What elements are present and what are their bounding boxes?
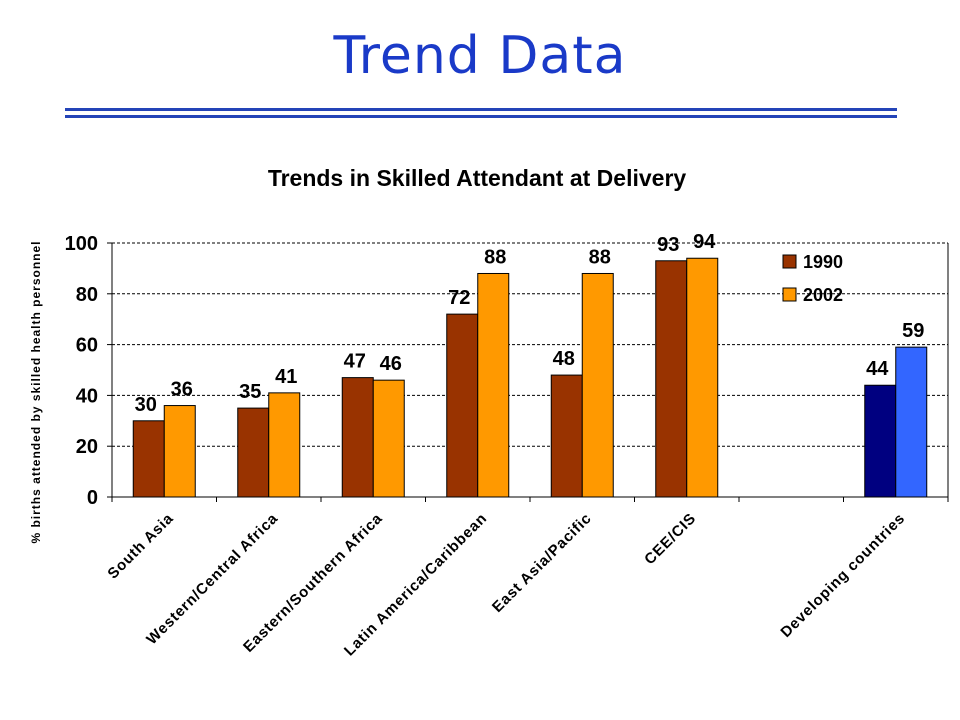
y-tick-label: 20	[76, 436, 98, 458]
data-label: 46	[380, 353, 402, 375]
bar-2002	[477, 272, 510, 498]
slide-title: Trend Data	[333, 26, 627, 86]
y-axis-label: % births attended by skilled health pers…	[29, 240, 43, 543]
bar-1990	[341, 377, 374, 498]
bar-1990	[655, 260, 688, 498]
bar-1990	[550, 374, 583, 498]
legend: 1990 2002	[782, 252, 843, 305]
x-tick-label: East Asia/Pacific	[489, 510, 595, 616]
y-tick-label: 100	[65, 233, 98, 255]
data-label: 94	[693, 231, 716, 253]
y-tick-label: 80	[76, 284, 98, 306]
data-label: 72	[448, 287, 470, 309]
data-label: 41	[275, 366, 297, 388]
y-tick-label: 40	[76, 385, 98, 407]
bar-2002	[686, 257, 719, 498]
legend-swatch-1990	[782, 254, 797, 269]
legend-label-1990: 1990	[803, 252, 843, 272]
y-tick-labels: 0 20 40 60 80 100	[65, 233, 98, 509]
bar-2002	[581, 272, 614, 498]
divider-line-bottom	[65, 115, 897, 118]
x-tick-label: CEE/CIS	[641, 510, 699, 568]
data-label: 59	[902, 320, 924, 342]
bars	[132, 257, 928, 498]
data-labels: 30 36 35 41 47 46 72 88 48 88 93 94 44 59	[135, 231, 925, 416]
gridlines	[112, 242, 948, 447]
x-tick-label: South Asia	[104, 510, 177, 583]
y-tick-label: 60	[76, 335, 98, 357]
data-label: 93	[657, 234, 679, 256]
bar-2002	[895, 346, 928, 498]
x-tick-label: Developing countries	[777, 510, 908, 641]
bar-2002	[372, 379, 405, 498]
data-label: 30	[135, 394, 157, 416]
data-label: 88	[589, 246, 611, 268]
data-label: 48	[553, 348, 575, 370]
bar-2002	[163, 405, 196, 498]
data-label: 36	[171, 379, 193, 401]
divider-line-top	[65, 108, 897, 111]
bar-1990	[446, 313, 479, 498]
y-tick-label: 0	[87, 487, 98, 509]
data-label: 44	[866, 358, 889, 380]
bar-2002	[268, 392, 301, 498]
legend-label-2002: 2002	[803, 285, 843, 305]
bar-1990	[237, 407, 270, 498]
bar-1990	[864, 384, 897, 498]
axes	[107, 242, 949, 502]
data-label: 47	[344, 351, 366, 373]
data-label: 88	[484, 246, 506, 268]
chart-title: Trends in Skilled Attendant at Delivery	[268, 165, 687, 191]
data-label: 35	[239, 381, 261, 403]
title-divider	[65, 108, 897, 118]
bar-1990	[132, 420, 165, 498]
legend-swatch-2002	[782, 287, 797, 302]
